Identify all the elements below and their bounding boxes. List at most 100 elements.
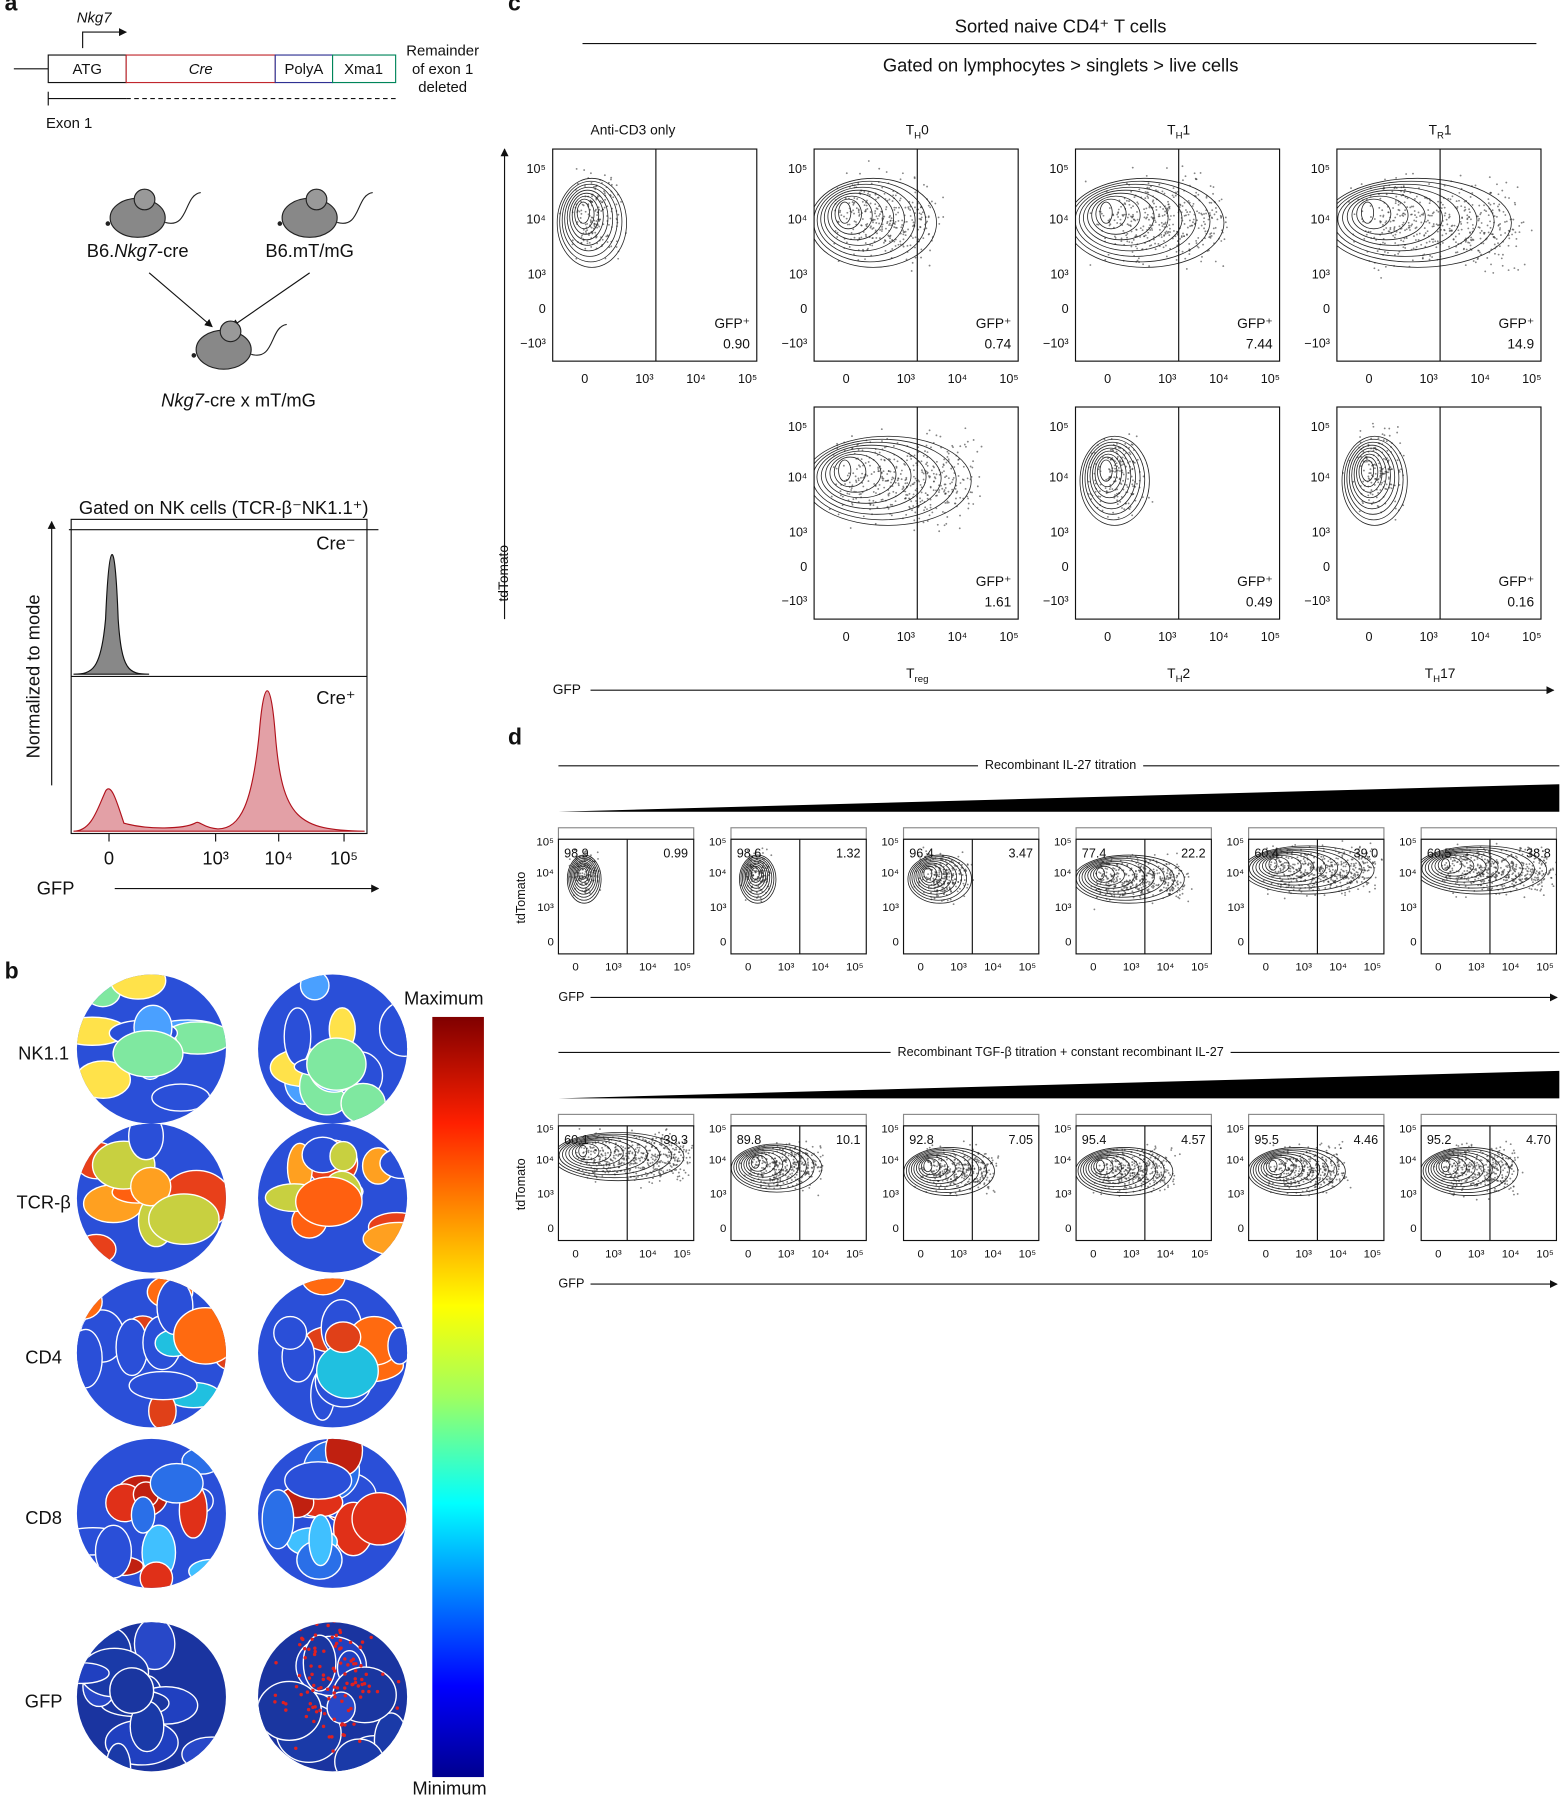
- tsne-cluster: [140, 1562, 172, 1594]
- event-dot: [1136, 878, 1138, 880]
- x-tick-label: 10³: [897, 630, 915, 644]
- event-dot: [1158, 213, 1160, 215]
- x-tick-label: 10³: [897, 372, 915, 386]
- event-dot: [1475, 184, 1477, 186]
- event-dot: [879, 237, 881, 239]
- gfp-speck: [332, 1616, 335, 1619]
- event-dot: [1490, 263, 1492, 265]
- event-dot: [653, 1174, 655, 1176]
- event-dot: [1140, 227, 1142, 229]
- event-dot: [898, 484, 900, 486]
- event-dot: [902, 233, 904, 235]
- event-dot: [1132, 251, 1134, 253]
- event-dot: [1366, 877, 1368, 879]
- event-dot: [1123, 474, 1125, 476]
- mouse-nose: [106, 221, 111, 226]
- event-dot: [1156, 872, 1158, 874]
- event-dot: [1349, 891, 1351, 893]
- y-tick-label: 0: [800, 560, 807, 574]
- gfp-speck: [309, 1702, 312, 1705]
- event-dot: [1432, 241, 1434, 243]
- event-dot: [1445, 867, 1447, 869]
- event-dot: [1204, 230, 1206, 232]
- event-dot: [938, 530, 940, 532]
- event-dot: [938, 491, 940, 493]
- event-dot: [957, 881, 959, 883]
- event-dot: [952, 869, 954, 871]
- event-dot: [948, 880, 950, 882]
- event-dot: [1117, 212, 1119, 214]
- event-dot: [1116, 222, 1118, 224]
- event-dot: [1348, 886, 1350, 888]
- gfp-speck: [274, 1661, 277, 1664]
- event-dot: [607, 241, 609, 243]
- event-dot: [909, 493, 911, 495]
- event-dot: [1144, 216, 1146, 218]
- event-dot: [1215, 227, 1217, 229]
- x-tick-label: 10⁵: [1522, 630, 1541, 644]
- x-axis-label: GFP: [553, 682, 581, 697]
- event-dot: [1205, 213, 1207, 215]
- event-dot: [895, 207, 897, 209]
- event-dot: [1382, 224, 1384, 226]
- event-dot: [1319, 869, 1321, 871]
- event-dot: [1215, 211, 1217, 213]
- event-dot: [1518, 878, 1520, 880]
- event-dot: [914, 206, 916, 208]
- event-dot: [1479, 251, 1481, 253]
- event-dot: [1386, 450, 1388, 452]
- tsne-map: [55, 1617, 241, 1793]
- event-dot: [1382, 216, 1384, 218]
- event-dot: [1413, 235, 1415, 237]
- gate-value: 22.2: [1181, 846, 1206, 860]
- event-dot: [937, 524, 939, 526]
- event-dot: [1129, 453, 1131, 455]
- event-dot: [1467, 227, 1469, 229]
- event-dot: [847, 475, 849, 477]
- event-dot: [756, 892, 758, 894]
- event-dot: [1338, 864, 1340, 866]
- label-part: H: [1176, 131, 1183, 142]
- mouse-label: B6.Nkg7-cre: [87, 240, 189, 261]
- event-dot: [588, 1150, 590, 1152]
- event-dot: [1290, 865, 1292, 867]
- event-dot: [1532, 868, 1534, 870]
- tsne-cluster: [330, 1142, 357, 1171]
- event-dot: [1413, 247, 1415, 249]
- panel-title: Sorted naive CD4⁺ T cells: [955, 15, 1167, 36]
- event-dot: [836, 468, 838, 470]
- tsne-cluster: [174, 1308, 237, 1364]
- event-dot: [1172, 887, 1174, 889]
- mouse-ear: [306, 189, 327, 210]
- event-dot: [1512, 868, 1514, 870]
- event-dot: [913, 465, 915, 467]
- histogram-title: Gated on NK cells (TCR-β⁻NK1.1⁺): [79, 497, 369, 518]
- event-dot: [862, 201, 864, 203]
- event-dot: [1465, 855, 1467, 857]
- event-dot: [1225, 221, 1227, 223]
- event-dot: [948, 502, 950, 504]
- event-dot: [680, 1154, 682, 1156]
- event-dot: [1192, 221, 1194, 223]
- event-dot: [927, 877, 929, 879]
- event-dot: [1138, 870, 1140, 872]
- event-dot: [1336, 876, 1338, 878]
- event-dot: [1488, 214, 1490, 216]
- mouse-tail: [251, 324, 287, 355]
- event-dot: [1510, 854, 1512, 856]
- event-dot: [927, 451, 929, 453]
- event-dot: [1137, 459, 1139, 461]
- event-dot: [1144, 197, 1146, 199]
- event-dot: [1444, 212, 1446, 214]
- event-dot: [589, 242, 591, 244]
- event-dot: [1376, 496, 1378, 498]
- event-dot: [1432, 212, 1434, 214]
- gfp-speck: [328, 1678, 331, 1681]
- event-dot: [1112, 867, 1114, 869]
- event-dot: [1378, 207, 1380, 209]
- y-tick-label: −10³: [782, 336, 808, 350]
- event-dot: [1529, 863, 1531, 865]
- event-dot: [582, 204, 584, 206]
- event-dot: [1186, 268, 1188, 270]
- y-tick-label: 10⁵: [788, 420, 807, 434]
